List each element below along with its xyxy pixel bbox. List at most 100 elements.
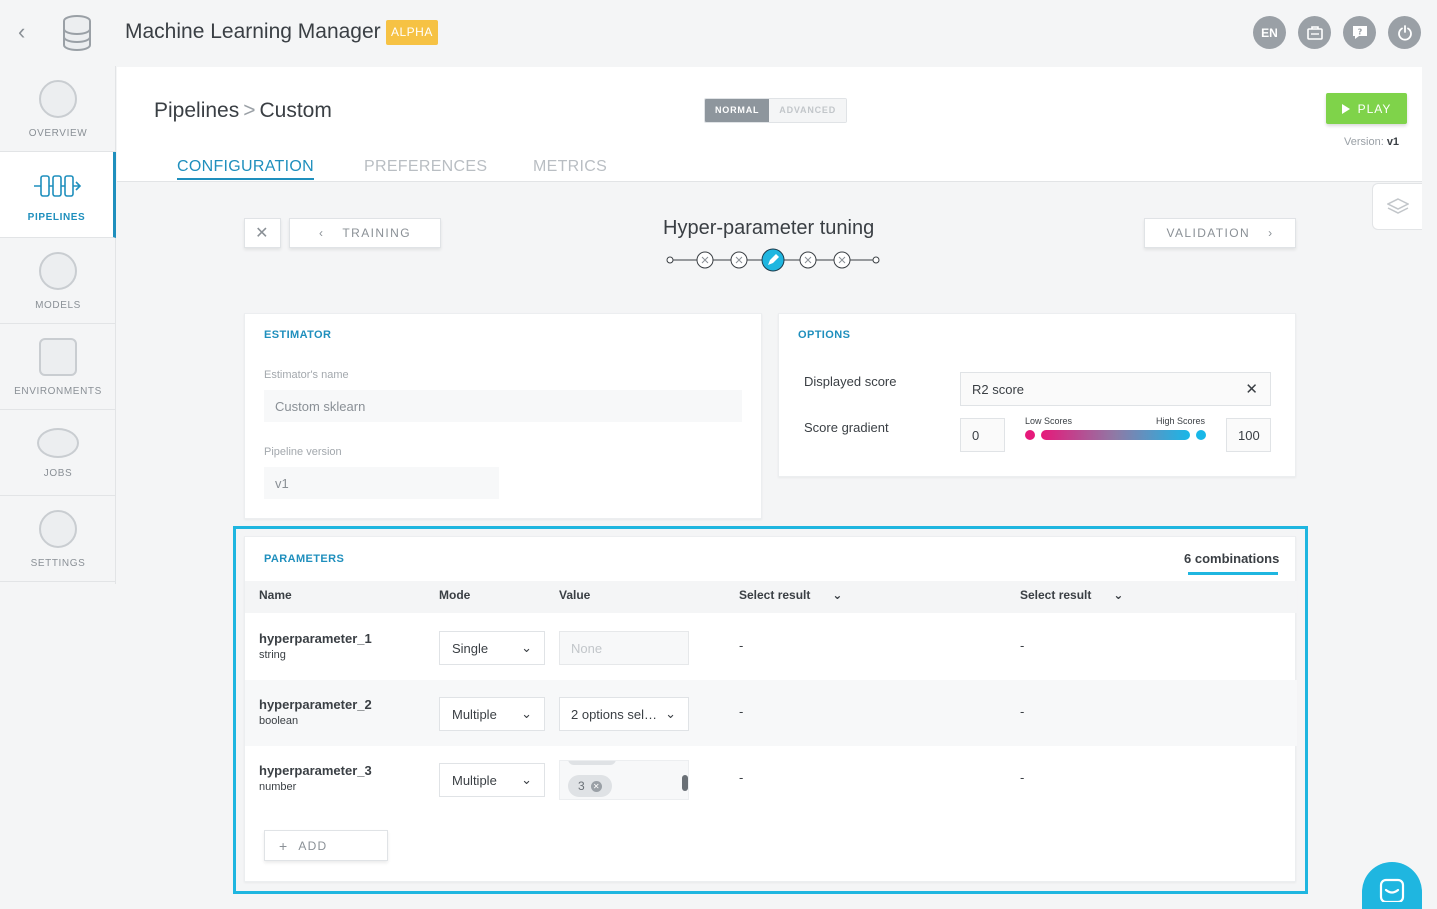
- value-select-value: 2 options sel…: [571, 706, 657, 722]
- estimator-name-field[interactable]: Custom sklearn: [264, 390, 742, 422]
- param-name: hyperparameter_3: [259, 763, 372, 778]
- chevron-down-icon: ⌄: [832, 588, 843, 602]
- step-start-dot: [666, 256, 674, 264]
- step-current: [761, 248, 785, 272]
- help-button[interactable]: ?: [1343, 16, 1376, 49]
- result-value: -: [1020, 638, 1025, 653]
- chevron-right-icon: ›: [1268, 226, 1274, 240]
- environment-icon: [39, 338, 77, 376]
- step-4: [799, 251, 817, 269]
- pipeline-icon: [33, 175, 81, 197]
- score-gradient-label: Score gradient: [804, 420, 889, 435]
- displayed-score-select[interactable]: R2 score ✕: [960, 372, 1271, 406]
- next-step-button[interactable]: VALIDATION ›: [1144, 218, 1296, 248]
- mode-select-value: Multiple: [452, 772, 497, 788]
- options-card: OPTIONS Displayed score R2 score ✕ Score…: [778, 313, 1296, 477]
- tab-metrics[interactable]: METRICS: [533, 158, 608, 175]
- value-input[interactable]: None: [559, 631, 689, 665]
- chat-launcher[interactable]: [1362, 862, 1422, 909]
- step-progress: [666, 248, 880, 272]
- previous-step-button[interactable]: ‹ TRAINING: [289, 218, 441, 248]
- chevron-down-icon: ⌄: [521, 640, 532, 655]
- result-value: -: [1020, 770, 1025, 785]
- close-step-button[interactable]: ✕: [244, 218, 281, 248]
- mode-normal-button[interactable]: NORMAL: [705, 99, 770, 122]
- tag-chip-label: 3: [578, 779, 585, 793]
- high-color-dot[interactable]: [1196, 430, 1206, 440]
- chevron-down-icon: ⌄: [521, 772, 532, 787]
- table-row-stripe: [245, 680, 1297, 746]
- combinations-count: 6 combinations: [1184, 551, 1280, 566]
- top-bar: ‹ Machine Learning Manager ALPHA EN ?: [0, 0, 1437, 66]
- gauge-icon: [39, 80, 77, 118]
- displayed-score-label: Displayed score: [804, 374, 897, 389]
- sidebar-item-label: MODELS: [35, 300, 81, 311]
- value-tag-list[interactable]: 3 ✕: [559, 760, 689, 800]
- chat-icon: [1379, 878, 1405, 902]
- version-label: Version:: [1344, 136, 1384, 148]
- step-title: Hyper-parameter tuning: [663, 217, 875, 239]
- estimator-title: ESTIMATOR: [264, 329, 332, 341]
- result-value: -: [739, 704, 744, 719]
- scrollbar-thumb[interactable]: [682, 775, 688, 791]
- sidebar-item-overview[interactable]: OVERVIEW: [0, 66, 116, 152]
- play-icon: [1341, 103, 1350, 114]
- gradient-max-input[interactable]: 100: [1226, 418, 1271, 452]
- sidebar-item-settings[interactable]: SETTINGS: [0, 496, 116, 582]
- page-header: Pipelines > Custom NORMAL ADVANCED PLAY Ve…: [117, 67, 1422, 182]
- power-button[interactable]: [1388, 16, 1421, 49]
- result-value: -: [739, 770, 744, 785]
- header-select-result-1[interactable]: Select result ⌄: [739, 588, 842, 602]
- mode-select[interactable]: Multiple ⌄: [439, 763, 545, 797]
- low-scores-label: Low Scores: [1025, 416, 1073, 426]
- param-type: boolean: [259, 715, 299, 727]
- sidebar: OVERVIEW PIPELINES MODELS ENVIRONMENTS J…: [0, 66, 116, 584]
- plus-icon: +: [279, 837, 289, 854]
- pipeline-version-label: Pipeline version: [264, 446, 342, 458]
- gradient-min-input[interactable]: 0: [960, 418, 1005, 452]
- select-result-label: Select result: [739, 588, 811, 602]
- language-button[interactable]: EN: [1253, 16, 1286, 49]
- layers-icon: [1386, 197, 1409, 214]
- remove-tag-icon[interactable]: ✕: [590, 780, 602, 792]
- mode-advanced-button[interactable]: ADVANCED: [769, 99, 847, 122]
- step-2: [730, 251, 748, 269]
- play-button[interactable]: PLAY: [1326, 93, 1407, 124]
- estimator-name-label: Estimator's name: [264, 369, 349, 381]
- mode-select[interactable]: Single ⌄: [439, 631, 545, 665]
- pipeline-version-field[interactable]: v1: [264, 467, 499, 499]
- svg-text:?: ?: [1357, 28, 1362, 37]
- layers-button[interactable]: [1372, 183, 1422, 230]
- value-multiselect[interactable]: 2 options sel… ⌄: [559, 697, 689, 731]
- gear-icon: [39, 510, 77, 548]
- sidebar-item-pipelines[interactable]: PIPELINES: [0, 152, 116, 238]
- step-1: [696, 251, 714, 269]
- mode-select[interactable]: Multiple ⌄: [439, 697, 545, 731]
- jobs-icon: [37, 428, 79, 458]
- mode-toggle: NORMAL ADVANCED: [704, 98, 848, 123]
- sidebar-item-models[interactable]: MODELS: [0, 238, 116, 324]
- app-title: Machine Learning Manager: [125, 20, 381, 43]
- briefcase-icon: [1306, 25, 1323, 40]
- header-select-result-2[interactable]: Select result ⌄: [1020, 588, 1123, 602]
- chevron-down-icon: ⌄: [1113, 588, 1124, 602]
- low-color-dot[interactable]: [1025, 430, 1035, 440]
- sidebar-item-environments[interactable]: ENVIRONMENTS: [0, 324, 116, 410]
- mode-select-value: Single: [452, 640, 489, 656]
- tab-preferences[interactable]: PREFERENCES: [364, 158, 488, 175]
- add-parameter-button[interactable]: + ADD: [264, 830, 388, 861]
- sidebar-item-label: JOBS: [43, 468, 73, 479]
- alpha-badge: ALPHA: [386, 20, 438, 45]
- displayed-score-value: R2 score: [972, 381, 1025, 397]
- sidebar-item-jobs[interactable]: JOBS: [0, 410, 116, 496]
- apps-button[interactable]: [1298, 16, 1331, 49]
- breadcrumb-root[interactable]: Pipelines: [154, 99, 240, 122]
- chevron-down-icon: ⌄: [665, 706, 676, 721]
- close-icon: ✕: [255, 225, 270, 242]
- tag-chip-partial: [568, 761, 616, 765]
- sidebar-item-label: OVERVIEW: [28, 128, 88, 139]
- tag-chip: 3 ✕: [568, 775, 612, 797]
- back-arrow-icon[interactable]: ‹: [18, 19, 26, 44]
- tab-configuration[interactable]: CONFIGURATION: [177, 158, 314, 180]
- clear-icon[interactable]: ✕: [1245, 381, 1258, 398]
